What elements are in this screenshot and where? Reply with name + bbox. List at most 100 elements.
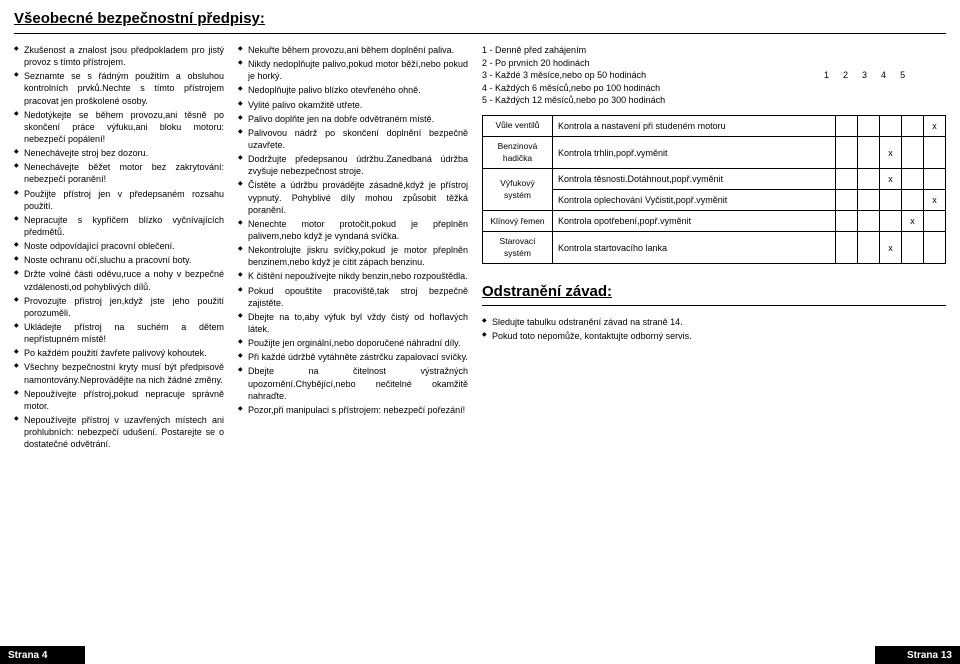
list-item: K čištění nepoužívejte nikdy benzin,nebo…	[238, 270, 468, 282]
title-underline	[14, 33, 946, 34]
check-cell: x	[924, 190, 946, 211]
safety-list-middle: Nekuřte během provozu,ani během doplnění…	[238, 44, 468, 416]
table-row: Benzinová hadičkaKontrola trhlin,popř.vy…	[483, 137, 946, 169]
row-desc: Kontrola startovacího lanka	[553, 232, 836, 264]
list-item: Všechny bezpečnostní kryty musí být před…	[14, 361, 224, 385]
check-cell	[836, 211, 858, 232]
row-label: Klínový řemen	[483, 211, 553, 232]
list-item: Nepoužívejte přístroj,pokud nepracuje sp…	[14, 388, 224, 412]
list-item: Provozujte přístroj jen,když jste jeho p…	[14, 295, 224, 319]
troubleshoot-list: Sledujte tabulku odstranění závad na str…	[482, 316, 946, 342]
list-item: Nenechávejte stroj bez dozoru.	[14, 147, 224, 159]
check-cell	[836, 169, 858, 190]
legend-number: 1	[824, 69, 829, 82]
row-label: Starovací systém	[483, 232, 553, 264]
list-item: Noste odpovídající pracovní oblečení.	[14, 240, 224, 252]
footer-left: Strana 4	[0, 646, 85, 664]
list-item: Čistěte a údržbu provádějte zásadně,když…	[238, 179, 468, 215]
list-item: Ukládejte přístroj na suchém a dětem nep…	[14, 321, 224, 345]
row-desc: Kontrola opotřebení,popř.vyměnit	[553, 211, 836, 232]
table-row: Klínový řemenKontrola opotřebení,popř.vy…	[483, 211, 946, 232]
list-item: Držte volné části oděvu,ruce a nohy v be…	[14, 268, 224, 292]
check-cell	[836, 137, 858, 169]
check-cell	[924, 169, 946, 190]
maintenance-table: Vůle ventilůKontrola a nastavení při stu…	[482, 115, 946, 264]
check-cell	[858, 137, 880, 169]
row-desc: Kontrola těsnosti.Dotáhnout,popř.vyměnit	[553, 169, 836, 190]
list-item: Nenechte motor protočit,pokud je přeplně…	[238, 218, 468, 242]
safety-list-left: Zkušenost a znalost jsou předpokladem pr…	[14, 44, 224, 450]
list-item: Palivovou nádrž po skončení doplnění bez…	[238, 127, 468, 151]
check-cell	[880, 190, 902, 211]
maintenance-legend: 1 - Denně před zahájením 2 - Po prvních …	[482, 44, 946, 107]
check-cell	[902, 137, 924, 169]
footer-right: Strana 13	[875, 646, 960, 664]
check-cell	[858, 115, 880, 136]
check-cell: x	[880, 232, 902, 264]
list-item: Nepracujte s kypřičem blízko vyčnívající…	[14, 214, 224, 238]
list-item: Nekontrolujte jiskru svíčky,pokud je mot…	[238, 244, 468, 268]
list-item: Pokud opouštíte pracoviště,tak stroj bez…	[238, 285, 468, 309]
legend-item: 5 - Každých 12 měsíců,nebo po 300 hodiná…	[482, 94, 816, 107]
column-3: 1 - Denně před zahájením 2 - Po prvních …	[482, 44, 946, 452]
list-item: Zkušenost a znalost jsou předpokladem pr…	[14, 44, 224, 68]
legend-numbers: 12345	[816, 69, 946, 82]
check-cell: x	[880, 137, 902, 169]
column-2: Nekuřte během provozu,ani během doplnění…	[238, 44, 468, 452]
list-item: Dbejte na čitelnost výstražných upozorně…	[238, 365, 468, 401]
row-label: Výfukový systém	[483, 169, 553, 211]
check-cell	[902, 190, 924, 211]
legend-number: 4	[881, 69, 886, 82]
list-item: Pokud toto nepomůže, kontaktujte odborný…	[482, 330, 946, 342]
legend-number: 2	[843, 69, 848, 82]
check-cell	[902, 232, 924, 264]
check-cell: x	[924, 115, 946, 136]
row-label: Vůle ventilů	[483, 115, 553, 136]
list-item: Nedoplňujte palivo blízko otevřeného ohn…	[238, 84, 468, 96]
check-cell	[858, 232, 880, 264]
list-item: Vylité palivo okamžitě utřete.	[238, 99, 468, 111]
list-item: Seznamte se s řádným použitím a obsluhou…	[14, 70, 224, 106]
legend-item: 2 - Po prvních 20 hodinách	[482, 57, 816, 70]
table-row: Vůle ventilůKontrola a nastavení při stu…	[483, 115, 946, 136]
list-item: Použijte přístroj jen v předepsaném rozs…	[14, 188, 224, 212]
list-item: Nedotýkejte se během provozu,ani těsně p…	[14, 109, 224, 145]
check-cell: x	[902, 211, 924, 232]
check-cell	[880, 115, 902, 136]
legend-number: 5	[900, 69, 905, 82]
table-row: Výfukový systémKontrola těsnosti.Dotáhno…	[483, 169, 946, 190]
list-item: Noste ochranu očí,sluchu a pracovní boty…	[14, 254, 224, 266]
check-cell	[836, 232, 858, 264]
check-cell	[858, 169, 880, 190]
list-item: Nenechávejte běžet motor bez zakrytování…	[14, 161, 224, 185]
row-desc: Kontrola trhlin,popř.vyměnit	[553, 137, 836, 169]
list-item: Použijte jen orginální,nebo doporučené n…	[238, 337, 468, 349]
column-1: Zkušenost a znalost jsou předpokladem pr…	[14, 44, 224, 452]
check-cell	[902, 169, 924, 190]
row-desc: Kontrola a nastavení při studeném motoru	[553, 115, 836, 136]
list-item: Dbejte na to,aby výfuk byl vždy čistý od…	[238, 311, 468, 335]
check-cell	[880, 211, 902, 232]
list-item: Nepoužívejte přístroj v uzavřených míste…	[14, 414, 224, 450]
check-cell	[858, 190, 880, 211]
list-item: Po každém použití žavřete palivový kohou…	[14, 347, 224, 359]
check-cell	[924, 232, 946, 264]
list-item: Sledujte tabulku odstranění závad na str…	[482, 316, 946, 328]
page-footers: Strana 4 Strana 13	[0, 646, 960, 664]
list-item: Při každé údržbě vytáhněte zástrčku zapa…	[238, 351, 468, 363]
legend-item: 3 - Každé 3 měsíce,nebo op 50 hodinách	[482, 69, 816, 82]
content-columns: Zkušenost a znalost jsou předpokladem pr…	[14, 44, 946, 452]
check-cell	[924, 211, 946, 232]
list-item: Palivo doplňte jen na dobře odvětraném m…	[238, 113, 468, 125]
troubleshoot-title: Odstranění závad:	[482, 282, 946, 302]
legend-item: 4 - Každých 6 měsíců,nebo po 100 hodinác…	[482, 82, 816, 95]
table-row: Kontrola oplechování Vyčistit,popř.vyměn…	[483, 190, 946, 211]
check-cell	[836, 190, 858, 211]
list-item: Nikdy nedoplňujte palivo,pokud motor běž…	[238, 58, 468, 82]
table-row: Starovací systémKontrola startovacího la…	[483, 232, 946, 264]
list-item: Nekuřte během provozu,ani během doplnění…	[238, 44, 468, 56]
check-cell	[924, 137, 946, 169]
list-item: Pozor,při manipulaci s přístrojem: nebez…	[238, 404, 468, 416]
troubleshoot-underline	[482, 305, 946, 306]
check-cell: x	[880, 169, 902, 190]
